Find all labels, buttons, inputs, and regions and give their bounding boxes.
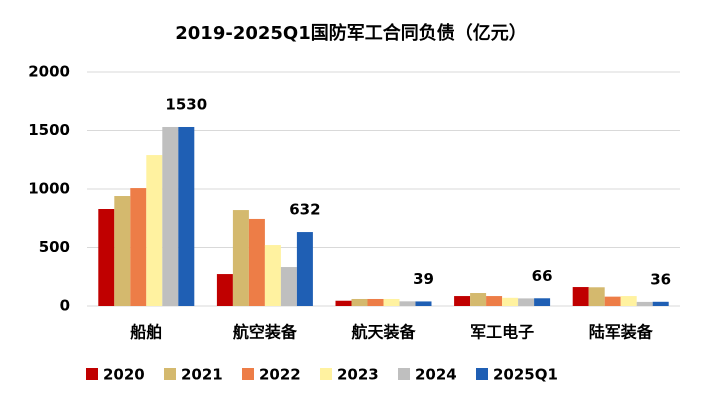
bar bbox=[351, 298, 368, 306]
bar bbox=[98, 209, 115, 306]
bar bbox=[248, 218, 265, 306]
bar bbox=[486, 296, 503, 306]
legend-swatch bbox=[242, 368, 254, 380]
bar bbox=[264, 245, 281, 306]
bar bbox=[335, 300, 352, 306]
bar bbox=[114, 196, 131, 306]
legend-swatch bbox=[398, 368, 410, 380]
bar bbox=[367, 298, 384, 306]
bar bbox=[652, 301, 669, 306]
bar bbox=[415, 301, 432, 306]
y-tick-label: 500 bbox=[39, 238, 70, 256]
legend-label: 2023 bbox=[337, 366, 379, 384]
legend-swatch bbox=[164, 368, 176, 380]
legend-swatch bbox=[86, 368, 98, 380]
bar bbox=[502, 297, 519, 306]
bar bbox=[296, 232, 313, 306]
x-tick-label: 陆军装备 bbox=[589, 323, 654, 342]
legend-label: 2025Q1 bbox=[493, 366, 558, 384]
y-tick-label: 1000 bbox=[28, 180, 70, 198]
legend-label: 2024 bbox=[415, 366, 457, 384]
x-tick-label: 船舶 bbox=[130, 323, 162, 342]
data-label: 1530 bbox=[165, 95, 207, 113]
legend-label: 2021 bbox=[181, 366, 223, 384]
bar bbox=[178, 126, 195, 307]
bar bbox=[162, 126, 179, 307]
y-tick-label: 0 bbox=[60, 297, 70, 315]
bar bbox=[399, 301, 416, 306]
data-label: 632 bbox=[289, 201, 320, 219]
legend-swatch bbox=[320, 368, 332, 380]
bar bbox=[454, 296, 471, 306]
bar bbox=[518, 298, 535, 306]
legend-label: 2022 bbox=[259, 366, 301, 384]
bar bbox=[588, 287, 605, 306]
y-tick-label: 2000 bbox=[28, 63, 70, 81]
legend-swatch bbox=[476, 368, 488, 380]
bar bbox=[534, 298, 551, 306]
data-label: 36 bbox=[650, 270, 671, 288]
bar bbox=[146, 155, 163, 306]
data-label: 39 bbox=[413, 270, 434, 288]
x-tick-label: 军工电子 bbox=[470, 323, 534, 342]
bar bbox=[604, 296, 621, 306]
bar bbox=[470, 293, 487, 306]
chart-title: 2019-2025Q1国防军工合同负债（亿元） bbox=[175, 22, 527, 44]
bar bbox=[232, 210, 249, 306]
bar bbox=[636, 301, 653, 306]
y-tick-label: 1500 bbox=[28, 121, 70, 139]
legend-label: 2020 bbox=[103, 366, 145, 384]
bar bbox=[130, 188, 147, 306]
bar bbox=[216, 274, 233, 306]
x-tick-label: 航空装备 bbox=[233, 323, 298, 342]
bar bbox=[572, 287, 589, 306]
bar bbox=[620, 296, 637, 306]
x-tick-label: 航天装备 bbox=[351, 323, 416, 342]
data-label: 66 bbox=[532, 267, 553, 285]
bar bbox=[383, 298, 400, 306]
bar bbox=[280, 267, 297, 306]
